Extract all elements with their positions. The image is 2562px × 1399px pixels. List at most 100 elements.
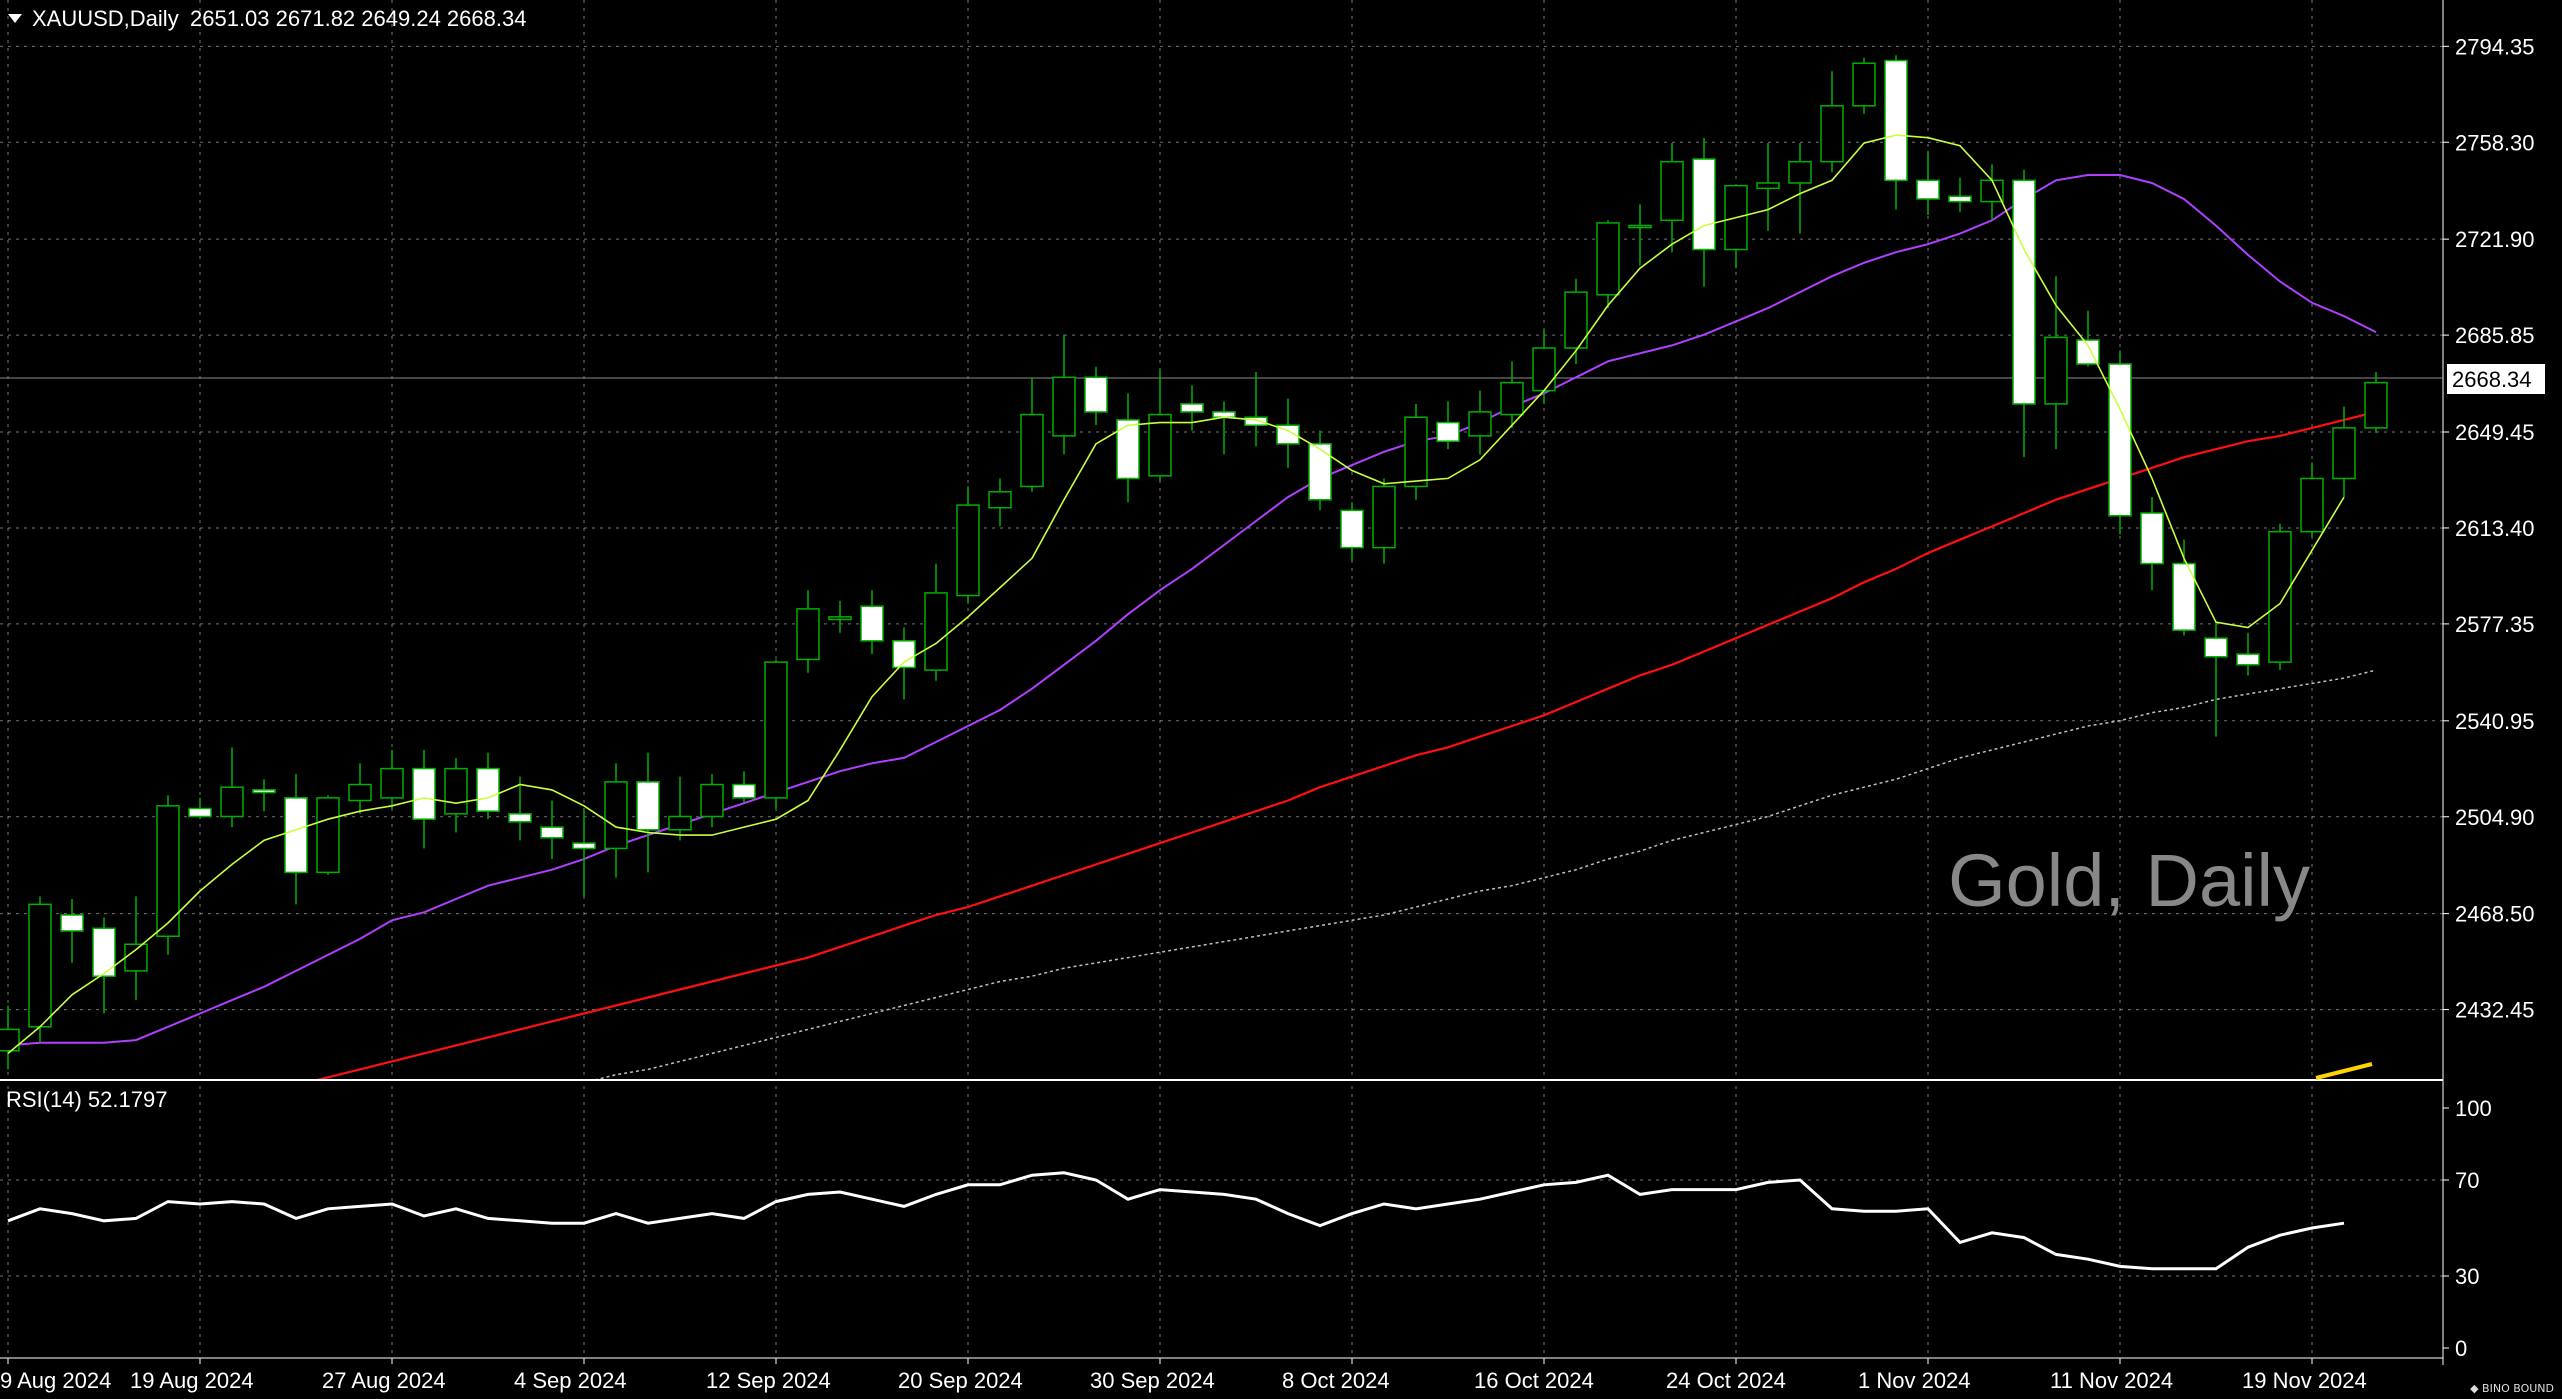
candle-body [1756, 182, 1780, 190]
bear-candle [1340, 502, 1364, 561]
candle-body [796, 608, 820, 661]
bull-candle [1500, 361, 1524, 428]
candle-body [1340, 509, 1364, 549]
bear-candle [2108, 350, 2132, 535]
price-tick-label: 2432.45 [2455, 998, 2535, 1023]
bull-candle [2268, 523, 2292, 671]
time-tick-label: 19 Nov 2024 [2242, 1368, 2367, 1393]
rsi-grid [0, 1086, 2443, 1356]
time-tick-label: 24 Oct 2024 [1666, 1368, 1786, 1393]
price-tick-label: 2504.90 [2455, 805, 2535, 830]
candle-body [1180, 403, 1204, 413]
bear-candle [1276, 398, 1300, 468]
candle-body [252, 789, 276, 794]
bull-candle [316, 795, 340, 876]
bull-candle [28, 896, 52, 1043]
bull-candle [1596, 220, 1620, 309]
candle-body [924, 592, 948, 671]
time-tick-label: 11 Nov 2024 [2050, 1368, 2173, 1393]
ma-long-line [595, 669, 2377, 1079]
rsi-polyline [7, 1171, 2345, 1271]
rsi-tick-label: 70 [2455, 1168, 2479, 1193]
candle-body [380, 767, 404, 799]
candle-body [2204, 637, 2228, 658]
bull-candle [988, 478, 1012, 527]
price-tick-label: 2685.85 [2455, 323, 2535, 348]
candle-body [1276, 424, 1300, 445]
bear-candle [636, 752, 660, 873]
candle-body [316, 797, 340, 874]
candle-body [2140, 512, 2164, 565]
candle-body [1788, 160, 1812, 184]
ma-mid-polyline [7, 174, 2377, 1047]
bull-candle [2332, 406, 2356, 498]
candle-body [860, 605, 884, 642]
candle-body [1884, 59, 1908, 182]
bear-candle [1948, 177, 1972, 213]
mini-yellow-segment [2315, 1062, 2373, 1080]
watermark-text: Gold, Daily [1948, 839, 2310, 922]
time-tick-label: 30 Sep 2024 [1090, 1368, 1215, 1393]
candle-body [1308, 443, 1332, 501]
bear-candle [1692, 137, 1716, 287]
price-tick-label: 2721.90 [2455, 227, 2535, 252]
bull-candle [220, 747, 244, 828]
bear-candle [2172, 539, 2196, 636]
bear-candle [572, 808, 596, 897]
bull-candle [828, 600, 852, 633]
candle-body [348, 783, 372, 802]
candle-body [828, 616, 852, 621]
candle-body [1052, 376, 1076, 437]
chart-menu-triangle-icon[interactable] [8, 14, 22, 23]
bull-candle [1148, 369, 1172, 482]
bull-candle [668, 776, 692, 841]
current-price-label: 2668.34 [2452, 367, 2532, 392]
price-tick-label: 2613.40 [2455, 516, 2535, 541]
time-tick-label: 16 Oct 2024 [1474, 1368, 1594, 1393]
bull-candle [764, 659, 788, 809]
bull-candle [1564, 278, 1588, 364]
rsi-label: RSI(14) 52.1797 [6, 1087, 168, 1112]
candle-body [156, 805, 180, 938]
candle-body [892, 640, 916, 669]
bull-candle [1628, 204, 1652, 266]
bull-candle [2300, 462, 2324, 538]
candle-body [188, 807, 212, 818]
candle-body [636, 781, 660, 831]
rsi-tick-label: 30 [2455, 1264, 2479, 1289]
candle-body [764, 661, 788, 799]
candle-body [60, 914, 84, 932]
candle-body [284, 797, 308, 874]
rsi-axis: 0 30 70 100 [2443, 1096, 2492, 1361]
candle-body [220, 786, 244, 818]
bull-candle [1820, 71, 1844, 173]
candle-body [412, 767, 436, 820]
price-tick-label: 2649.45 [2455, 420, 2535, 445]
ma-slow-polyline [316, 410, 2377, 1079]
bear-candle [1884, 55, 1908, 210]
bull-candle [700, 773, 724, 828]
ma-slow-line [316, 410, 2377, 1079]
bull-candle [444, 757, 468, 833]
bear-candle [92, 917, 116, 1014]
candle-body [2108, 363, 2132, 517]
time-tick-label: 20 Sep 2024 [898, 1368, 1023, 1393]
bull-candle [2044, 276, 2068, 450]
bear-candle [2012, 169, 2036, 458]
candle-body [1436, 421, 1460, 442]
candle-body [1660, 160, 1684, 222]
bear-candle [892, 627, 916, 700]
candle-body [1116, 419, 1140, 480]
bull-candle [1052, 334, 1076, 455]
rsi-line [7, 1171, 2345, 1271]
candle-body [2236, 653, 2260, 666]
candle-body [1020, 413, 1044, 488]
candle-body [1820, 105, 1844, 163]
candle-body [1468, 411, 1492, 437]
candle-body [0, 1028, 20, 1052]
bear-candle [1116, 393, 1140, 503]
bull-candle [1532, 329, 1556, 404]
bull-candle [924, 563, 948, 681]
candle-body [2172, 562, 2196, 631]
